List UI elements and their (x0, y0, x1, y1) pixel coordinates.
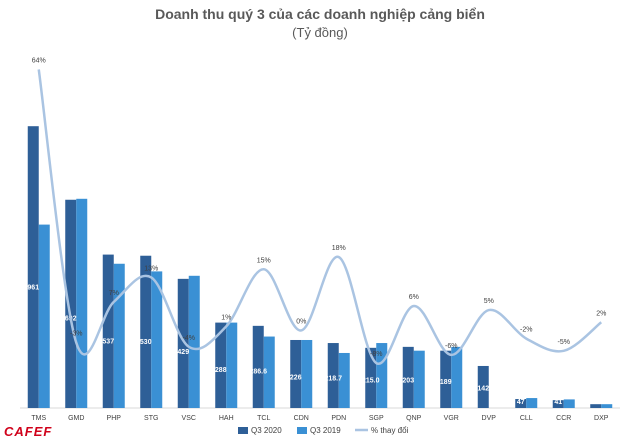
bar-q3-2020-pdn (327, 343, 339, 408)
cafef-logo: CAFEF (4, 424, 53, 439)
bar-q3-2020-tms (27, 126, 39, 409)
bar-q3-2019-vgr (451, 346, 463, 408)
x-tick-tms: TMS (31, 415, 46, 422)
bar-q3-2020-stg (140, 255, 152, 408)
bar-label-dxp: 20 (592, 399, 600, 406)
pct-label-ccr: -5% (558, 339, 570, 346)
bar-q3-2019-vsc (188, 275, 200, 408)
bar-q3-2020-qnp (402, 346, 414, 408)
bar-q3-2020-cll (515, 399, 527, 408)
bar-label-ccr: 41 (554, 399, 562, 406)
bar-q3-2019-qnp (413, 350, 425, 408)
x-tick-dxp: DXP (594, 415, 609, 422)
bar-label-stg: 530 (140, 339, 152, 346)
x-tick-qnp: QNP (406, 415, 422, 422)
pct-label-qnp: 6% (409, 294, 419, 301)
legend-swatch-q3-2019 (297, 427, 307, 434)
bar-q3-2020-vgr (440, 350, 452, 408)
bar-q3-2020-vsc (177, 278, 189, 408)
bar-label-pdn: 218.7 (324, 376, 342, 383)
legend-label-q3-2019: Q3 2019 (310, 426, 341, 435)
bar-q3-2019-tcl (263, 336, 275, 408)
bar-label-cdn: 226 (290, 374, 302, 381)
bar-q3-2020-ccr (552, 400, 564, 408)
bar-q3-2019-sgp (376, 343, 388, 408)
pct-label-stg: 13% (144, 265, 158, 272)
bar-label-tcl: 286.6 (249, 368, 267, 375)
chart-subtitle: (Tỷ đồng) (292, 25, 348, 40)
legend-label-q3-2020: Q3 2020 (251, 426, 282, 435)
pct-label-cdn: 0% (296, 318, 306, 325)
bar-label-vgr: 189 (440, 379, 452, 386)
x-tick-php: PHP (107, 415, 122, 422)
bar-q3-2020-cdn (290, 339, 302, 408)
bar-q3-2020-gmd (65, 199, 77, 408)
x-ticks-group: TMS GMD PHP STG VSC HAH TCL CDN PDN SGP QNP VGR DVP C… (31, 415, 608, 422)
bar-q3-2020-hah (215, 322, 227, 408)
bar-q3-2019-php (113, 263, 125, 408)
x-tick-pdn: PDN (331, 415, 346, 422)
chart-title: Doanh thu quý 3 của các doanh nghiệp cản… (155, 6, 485, 22)
bar-q3-2019-cll (526, 398, 538, 408)
bars-group (27, 126, 613, 409)
pct-label-dvp: 5% (484, 298, 494, 305)
pct-label-pdn: 18% (332, 245, 346, 252)
pct-label-tms: 64% (32, 57, 46, 64)
pct-label-vsc: -4% (183, 335, 195, 342)
bar-label-vsc: 429 (177, 349, 189, 356)
x-tick-vgr: VGR (444, 415, 459, 422)
bar-label-hah: 288 (215, 367, 227, 374)
bar-label-qnp: 203 (402, 377, 414, 384)
x-tick-vsc: VSC (182, 415, 196, 422)
bar-q3-2020-tcl (252, 325, 264, 408)
pct-label-dxp: 2% (596, 310, 606, 317)
pct-change-line (37, 69, 603, 365)
pct-labels-group: 64% -3% 7% 13% -4% 1% 15% 0% 18% -8% 6% -6% 5% -2% -5%… (32, 57, 607, 358)
pct-label-gmd: -3% (70, 331, 82, 338)
bar-q3-2019-hah (226, 322, 238, 408)
bar-q3-2020-dvp (477, 365, 489, 408)
legend-label-pct-change: % thay đổi (371, 426, 409, 435)
x-tick-ccr: CCR (556, 415, 571, 422)
bar-q3-2019-dxp (601, 404, 613, 408)
x-tick-gmd: GMD (68, 415, 84, 422)
legend-swatch-q3-2020 (238, 427, 248, 434)
bar-q3-2019-gmd (76, 198, 88, 408)
bar-label-sgp: 215.0 (362, 378, 380, 385)
bar-q3-2019-pdn (338, 352, 350, 408)
bar-q3-2019-stg (151, 271, 163, 408)
bar-label-dvp: 142 (477, 385, 489, 392)
line-group (37, 69, 603, 365)
pct-label-tcl: 15% (257, 257, 271, 264)
x-tick-tcl: TCL (257, 415, 270, 422)
x-tick-stg: STG (144, 415, 158, 422)
x-tick-cll: CLL (520, 415, 533, 422)
x-tick-dvp: DVP (482, 415, 497, 422)
pct-label-vgr: -6% (445, 343, 457, 350)
bar-q3-2019-ccr (563, 399, 575, 408)
bar-q3-2020-dxp (590, 404, 602, 408)
bar-label-tms: 961 (27, 285, 39, 292)
pct-label-php: 7% (109, 290, 119, 297)
bar-q3-2019-cdn (301, 339, 313, 408)
bar-q3-2020-sgp (365, 347, 377, 408)
pct-label-cll: -2% (520, 327, 532, 334)
bar-label-cll: 47 (517, 399, 525, 406)
x-tick-sgp: SGP (369, 415, 384, 422)
bar-q3-2019-tms (38, 224, 50, 408)
legend: Q3 2020 Q3 2019 % thay đổi (238, 426, 409, 435)
bar-label-php: 537 (102, 339, 114, 346)
bar-q3-2020-php (102, 254, 114, 408)
pct-label-hah: 1% (221, 314, 231, 321)
pct-label-sgp: -8% (370, 351, 382, 358)
x-tick-hah: HAH (219, 415, 234, 422)
x-tick-cdn: CDN (294, 415, 309, 422)
